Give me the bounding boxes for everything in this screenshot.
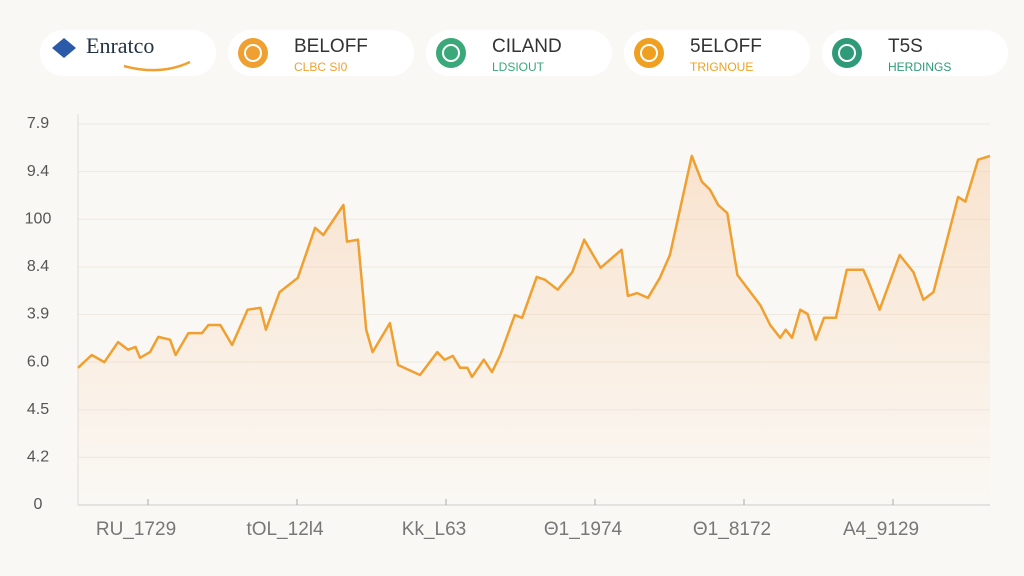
y-tick-label: 9.4 bbox=[27, 163, 49, 180]
ticker-sub: TRIGNOUE bbox=[690, 60, 753, 74]
ticker-name: T5S bbox=[888, 36, 923, 57]
y-tick-label: 3.9 bbox=[27, 306, 49, 323]
x-tick-label: A4_9129 bbox=[843, 519, 919, 540]
ticker-card[interactable] bbox=[822, 30, 1008, 76]
y-tick-label: 0 bbox=[34, 496, 43, 513]
ticker-sub: CLBC SI0 bbox=[294, 60, 348, 74]
ticker-icon-inner bbox=[640, 44, 658, 62]
ticker-sub: HERDINGS bbox=[888, 60, 951, 74]
y-tick-label: 4.5 bbox=[27, 401, 49, 418]
brand-swoosh bbox=[123, 60, 191, 72]
ticker-icon-inner bbox=[244, 44, 262, 62]
brand-icon bbox=[52, 38, 76, 58]
ticker-icon-inner bbox=[838, 44, 856, 62]
x-tick-label: Θ1_8172 bbox=[693, 519, 771, 540]
ticker-sub: LDSIOUT bbox=[492, 60, 545, 74]
ticker-card[interactable] bbox=[624, 30, 810, 76]
brand-card[interactable] bbox=[40, 30, 216, 76]
ticker-icon bbox=[832, 38, 862, 68]
x-tick-label: tOL_12l4 bbox=[246, 519, 324, 540]
ticker-icon bbox=[238, 38, 268, 68]
ticker-icon bbox=[436, 38, 466, 68]
y-tick-label: 6.0 bbox=[27, 353, 49, 370]
x-tick-label: Kk_L63 bbox=[402, 519, 466, 540]
ticker-icon bbox=[634, 38, 664, 68]
ticker-icon-inner bbox=[442, 44, 460, 62]
y-tick-label: 100 bbox=[25, 210, 52, 227]
ticker-name: CILAND bbox=[492, 36, 562, 57]
x-tick-label: Θ1_1974 bbox=[544, 519, 623, 540]
y-tick-label: 7.9 bbox=[27, 115, 49, 132]
y-tick-label: 4.2 bbox=[27, 449, 49, 466]
ticker-card[interactable] bbox=[426, 30, 612, 76]
price-line bbox=[77, 154, 991, 379]
y-tick-label: 8.4 bbox=[27, 258, 49, 275]
line-area bbox=[78, 155, 990, 505]
ticker-name: BELOFF bbox=[294, 36, 368, 57]
ticker-name: 5ELOFF bbox=[690, 36, 762, 57]
x-tick-label: RU_1729 bbox=[96, 519, 176, 540]
ticker-card[interactable] bbox=[228, 30, 414, 76]
brand-name: Enratco bbox=[86, 33, 154, 58]
